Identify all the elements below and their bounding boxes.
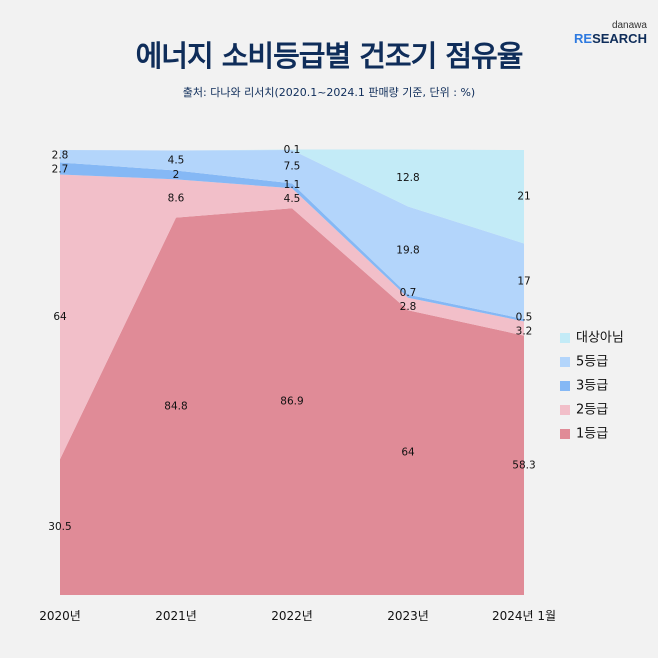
data-label: 86.9 (280, 396, 303, 408)
data-label: 21 (517, 191, 530, 203)
legend-item: 2등급 (576, 403, 608, 418)
data-label: 19.8 (396, 245, 419, 257)
x-tick-label: 2022년 (271, 609, 313, 623)
area-대상아님 (60, 149, 524, 244)
data-label: 0.1 (284, 144, 301, 156)
data-label: 64 (53, 311, 67, 323)
data-label: 8.6 (168, 193, 185, 205)
legend-swatch (560, 381, 570, 391)
data-label: 17 (517, 275, 530, 287)
legend-item: 3등급 (576, 379, 608, 394)
data-label: 2.8 (52, 149, 69, 161)
area-5등급 (60, 150, 524, 320)
area-1등급 (60, 208, 524, 596)
data-label: 2.7 (52, 163, 69, 175)
data-label: 3.2 (516, 325, 533, 337)
data-label: 64 (401, 447, 415, 459)
logo-top: danawa (611, 20, 647, 31)
data-label: 30.5 (48, 521, 71, 533)
logo-rest: SEARCH (592, 31, 647, 46)
x-tick-label: 2024년 1월 (492, 609, 556, 623)
legend-swatch (560, 405, 570, 415)
data-label: 0.7 (400, 287, 417, 299)
legend-swatch (560, 333, 570, 343)
logo-bottom: RESEARCH (574, 31, 647, 46)
area-2등급 (60, 174, 524, 460)
data-label: 4.5 (168, 154, 185, 166)
danawa-research-logo: danawa RESEARCH (574, 20, 647, 46)
legend-item: 5등급 (576, 355, 608, 370)
legend-swatch (560, 429, 570, 439)
data-label: 58.3 (512, 459, 535, 471)
legend-item: 대상아님 (576, 331, 624, 346)
legend-swatch (560, 357, 570, 367)
logo-accent: RE (574, 31, 593, 46)
x-tick-label: 2023년 (387, 609, 429, 623)
legend-item: 1등급 (576, 427, 608, 442)
data-label: 4.5 (284, 193, 301, 205)
chart-subtitle: 출처: 다나와 리서치(2020.1~2024.1 판매량 기준, 단위 : %… (182, 86, 476, 99)
x-tick-label: 2020년 (39, 609, 81, 623)
data-label: 2.8 (400, 301, 417, 313)
data-label: 84.8 (164, 400, 187, 412)
chart-title: 에너지 소비등급별 건조기 점유율 (135, 39, 524, 73)
x-tick-label: 2021년 (155, 609, 197, 623)
data-label: 12.8 (396, 172, 419, 184)
data-label: 1.1 (284, 179, 301, 191)
data-label: 7.5 (284, 161, 301, 173)
data-label: 2 (173, 169, 180, 181)
data-label: 0.5 (516, 311, 533, 323)
